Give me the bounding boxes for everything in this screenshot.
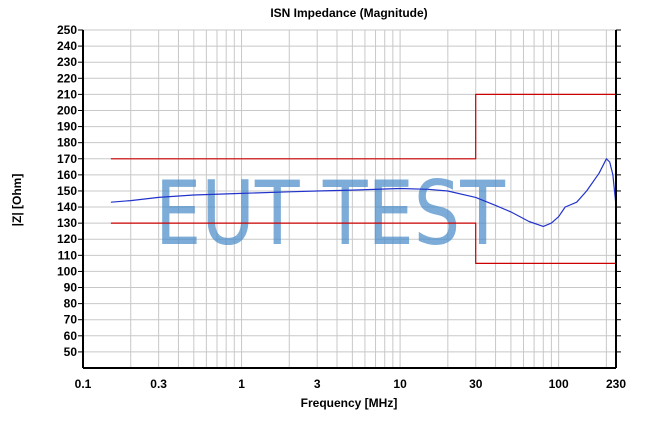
y-tick-label: 200 (57, 103, 77, 117)
y-tick-label: 180 (57, 136, 77, 150)
y-tick-label: 60 (64, 329, 78, 343)
y-tick-label: 150 (57, 184, 77, 198)
y-tick-label: 240 (57, 39, 77, 53)
y-tick-label: 120 (57, 232, 77, 246)
x-tick-label: 30 (469, 377, 483, 391)
y-tick-label: 80 (64, 297, 78, 311)
y-tick-label: 130 (57, 216, 77, 230)
x-axis-label: Frequency [MHz] (301, 396, 398, 410)
x-tick-label: 1 (238, 377, 245, 391)
x-tick-label: 100 (549, 377, 569, 391)
y-tick-label: 190 (57, 120, 77, 134)
x-tick-label: 3 (314, 377, 321, 391)
y-tick-label: 160 (57, 168, 77, 182)
lower-limit-line (110, 222, 616, 264)
y-tick-label: 140 (57, 200, 77, 214)
y-tick-label: 90 (64, 281, 78, 295)
y-tick-label: 100 (57, 264, 77, 278)
x-tick-label: 10 (393, 377, 407, 391)
x-tick-label: 230 (606, 377, 626, 391)
y-axis-label: |Z| [Ohm] (10, 174, 24, 227)
chart-title: ISN Impedance (Magnitude) (270, 6, 427, 20)
y-tick-label: 110 (58, 248, 78, 262)
measurement-line (110, 158, 617, 227)
y-tick-label: 210 (57, 87, 77, 101)
x-tick-label: 0.3 (150, 377, 167, 391)
x-tick-label: 0.1 (75, 377, 92, 391)
series-layer (110, 93, 617, 264)
y-tick-label: 220 (57, 71, 77, 85)
y-tick-label: 70 (64, 313, 78, 327)
upper-limit-line (110, 93, 616, 160)
y-tick-label: 250 (57, 23, 77, 37)
watermark: EUT TEST (155, 162, 506, 265)
y-tick-label: 50 (64, 345, 78, 359)
axes: 5060708090100110120130140150160170180190… (57, 23, 626, 391)
y-tick-label: 170 (57, 152, 77, 166)
y-tick-label: 230 (57, 55, 77, 69)
